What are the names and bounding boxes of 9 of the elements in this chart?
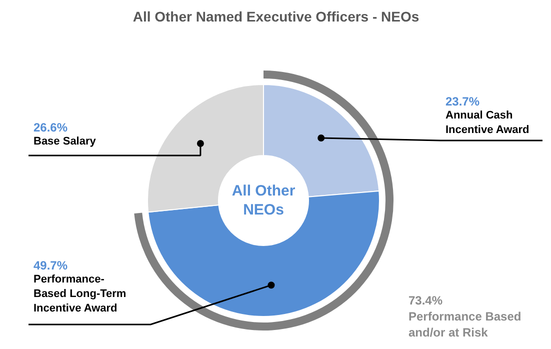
data-label: 26.6% bbox=[34, 120, 68, 134]
chart-title: All Other Named Executive Officers - NEOs bbox=[132, 8, 420, 24]
slice-label: Annual Cash Incentive Award bbox=[446, 110, 530, 136]
slice-label: Performance- Based Long-Term Incentive Award bbox=[34, 274, 126, 314]
text: 73.4% Performance Based and/or at Risk bbox=[408, 294, 522, 340]
data-label: 23.7% bbox=[446, 94, 480, 108]
slice-label: Base Salary bbox=[34, 136, 97, 148]
text: All Other NEOs bbox=[232, 182, 296, 218]
data-label: 49.7% bbox=[34, 258, 68, 272]
